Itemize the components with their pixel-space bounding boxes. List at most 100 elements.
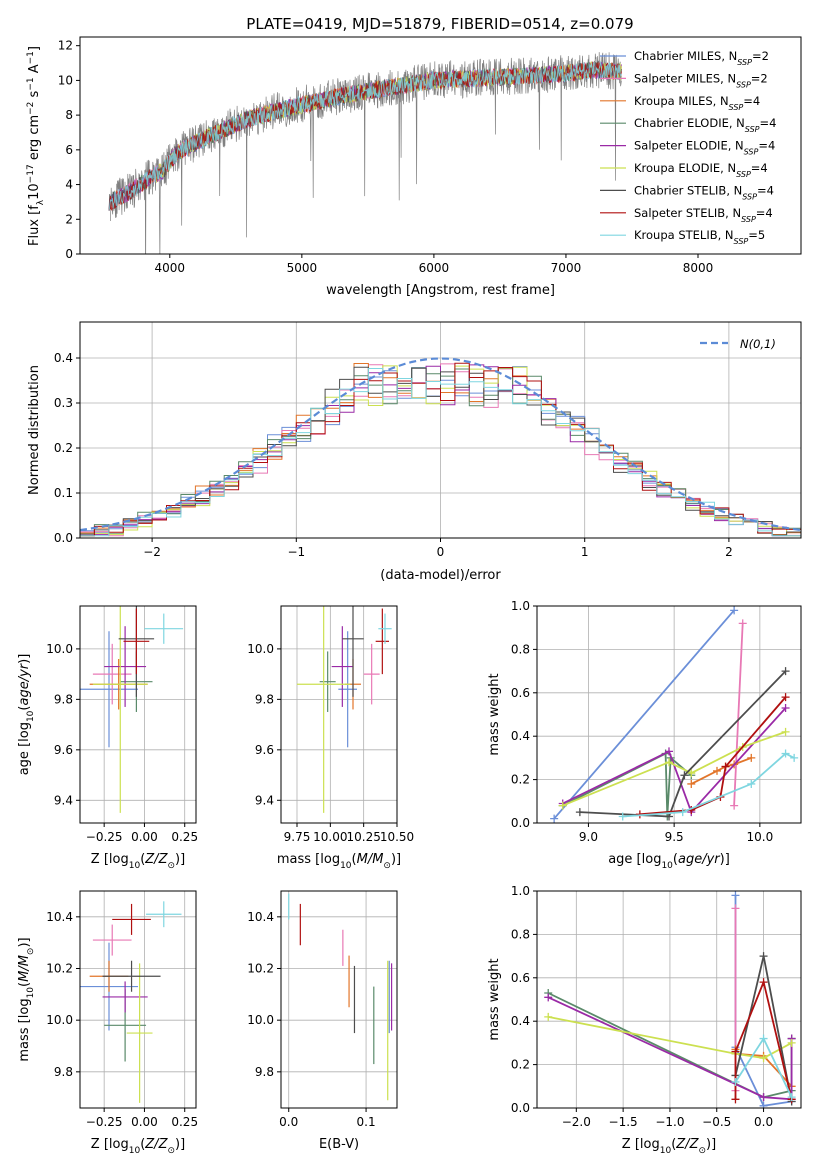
x-tick-label: 7000 [551,261,582,275]
weight-marker [759,1054,768,1063]
y-axis-label: age [log10(age/yr)] [17,654,36,776]
data-point [363,643,380,705]
axes-frame [79,605,197,824]
data-point [102,960,161,992]
data-point [104,626,147,707]
weight-series-line [562,707,787,814]
legend-label: N(0,1) [740,337,776,351]
weight-marker [550,814,559,823]
weight-vs-age-panel: 9.0 9.5 10.0 0.0 0.2 0.4 0.6 0.8 1.0 age [log10(a… [487,599,802,871]
y-axis-label: mass [log10(M/M⊙)] [17,937,36,1061]
y-tick-label: 9.6 [255,743,274,757]
x-axis-label: E(B-V) [319,1137,359,1152]
weight-marker [731,1095,740,1104]
weight-marker [787,1038,796,1047]
data-point [378,613,392,644]
legend-label: Kroupa ELODIE, NSSP=4 [634,161,768,179]
x-axis-label: age [log10(age/yr)] [608,852,730,871]
weight-series-line [579,670,787,818]
data-point [92,606,148,813]
y-tick-label: 1.0 [511,884,530,898]
y-tick-label: 0.4 [54,351,73,365]
legend-label: Chabrier ELODIE, NSSP=4 [634,116,776,134]
weight-marker [747,753,756,762]
legend-entry: Chabrier ELODIE, NSSP=4 [600,116,776,134]
data-point [297,606,351,813]
weight-marker [721,762,730,771]
weight-series-line [733,623,744,806]
axes-frame [280,605,398,824]
x-tick-label: −1.5 [609,1115,638,1129]
x-tick-label: 10.25 [346,830,380,844]
data-point [123,608,150,675]
axes-frame [79,890,197,1109]
x-tick-label: 4000 [155,261,186,275]
y-tick-label: 0.3 [54,396,73,410]
legend-label: Chabrier MILES, NSSP=2 [634,49,769,67]
weight-marker [678,808,687,817]
y-tick-label: 9.4 [54,793,73,807]
weight-marker [730,801,739,810]
y-tick-label: 9.8 [255,1065,274,1079]
weight-marker [665,747,673,756]
weight-marker [544,993,553,1002]
y-tick-label: 0.8 [511,927,530,941]
data-point [92,643,132,705]
data-point [375,608,389,675]
y-tick-label: 0.1 [54,486,73,500]
y-tick-label: 10.0 [46,642,73,656]
y-tick-label: 10.2 [247,962,274,976]
weight-vs-metallicity-panel: −2.0 −1.5 −1.0 −0.5 0.0 0.0 0.2 0.4 0.6 0.8 1.0 Z [… [487,884,802,1156]
x-tick-label: −2 [143,545,161,559]
weight-series-line [734,979,793,1100]
x-tick-label: 0.25 [171,830,198,844]
y-axis-label: Flux [fλ10−17 erg cm−2 s−1 A−1] [26,46,46,246]
y-tick-label: 4 [65,178,73,192]
weight-marker [781,749,790,758]
x-tick-label: 0 [437,545,445,559]
weight-marker [618,812,627,821]
data-point [92,924,132,956]
legend-label: Salpeter STELIB, NSSP=4 [634,206,773,224]
y-tick-label: 0.8 [511,642,530,656]
y-tick-label: 10.4 [46,910,73,924]
legend-entry: Salpeter ELODIE, NSSP=4 [600,139,775,156]
weight-marker [781,693,790,702]
x-tick-label: 0.00 [131,1115,158,1129]
x-tick-label: −0.25 [86,1115,123,1129]
x-tick-label: 10.50 [380,830,414,844]
data-point [319,651,336,712]
y-axis-label: mass weight [487,673,502,755]
weight-series-line [548,1016,793,1060]
weight-marker [759,1034,768,1043]
weight-series-line [553,609,735,820]
weight-marker [759,1101,768,1108]
data-point [144,613,184,644]
x-axis-label: Z [log10(Z/Z⊙)] [91,1137,185,1156]
weight-marker [731,1077,740,1086]
weight-marker [544,1012,553,1021]
residuals-panel: −2 −1 0 1 2 0.0 0.1 0.2 0.3 0.4 (data-model)/error… [27,321,802,583]
x-tick-label: −0.25 [86,830,123,844]
weight-marker [713,766,721,775]
axes-frame [79,36,802,255]
weight-marker [759,952,768,961]
legend-entry: Salpeter STELIB, NSSP=4 [600,206,773,224]
weight-marker [759,1093,768,1102]
x-tick-label: 0.0 [279,1115,298,1129]
data-point [331,626,353,707]
y-axis-label: Normed distribution [27,365,42,495]
axes-frame [280,890,398,1109]
weight-marker [787,1093,796,1102]
y-tick-label: 10 [58,73,73,87]
weight-marker [558,801,567,810]
weight-marker [747,779,756,788]
data-point [80,631,138,748]
model-spectrum-line [108,60,622,211]
y-tick-label: 10.0 [247,642,274,656]
weight-marker [730,606,739,615]
x-tick-label: 8000 [683,261,714,275]
y-tick-label: 0.4 [511,729,530,743]
figure-title: PLATE=0419, MJD=51879, FIBERID=0514, z=0… [246,15,633,33]
